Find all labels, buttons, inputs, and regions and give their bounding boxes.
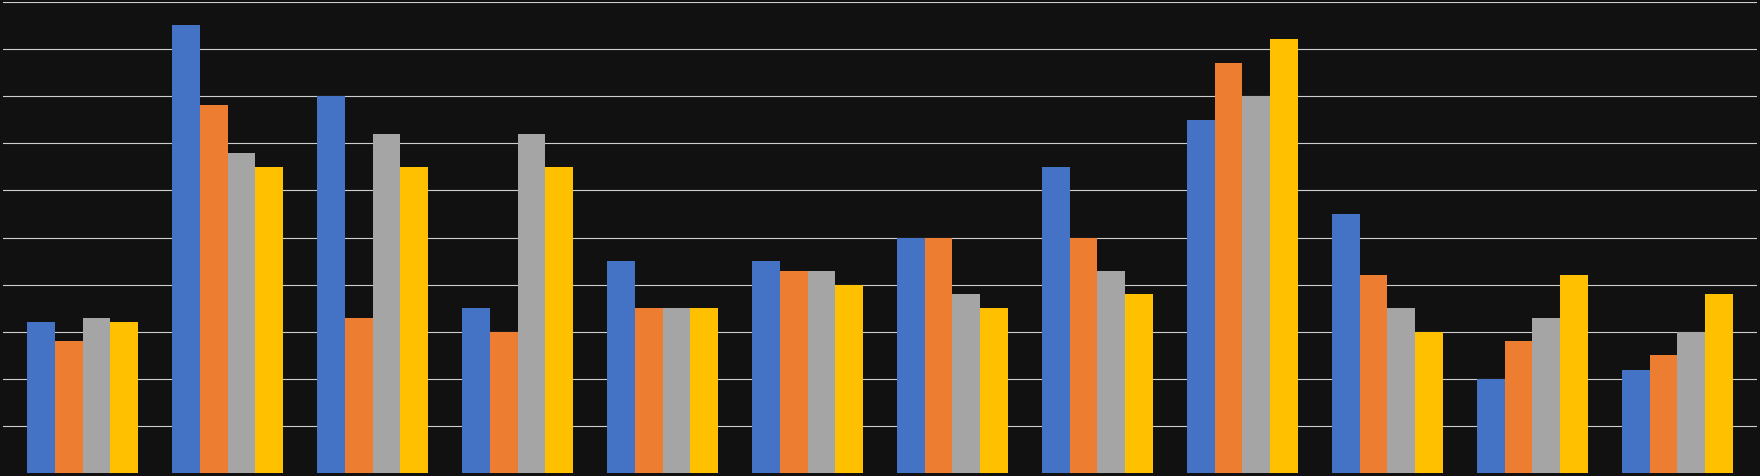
Bar bbox=[898, 238, 926, 473]
Bar bbox=[690, 308, 718, 473]
Bar bbox=[1332, 215, 1360, 473]
Bar bbox=[172, 26, 201, 473]
Bar bbox=[1559, 276, 1588, 473]
Bar bbox=[1214, 64, 1243, 473]
Bar bbox=[1649, 356, 1677, 473]
Bar bbox=[662, 308, 690, 473]
Bar bbox=[1360, 276, 1387, 473]
Bar bbox=[111, 323, 137, 473]
Bar bbox=[607, 261, 635, 473]
Bar bbox=[517, 135, 546, 473]
Bar bbox=[227, 153, 255, 473]
Bar bbox=[201, 106, 227, 473]
Bar bbox=[1505, 341, 1533, 473]
Bar bbox=[952, 295, 980, 473]
Bar bbox=[780, 271, 808, 473]
Bar bbox=[489, 332, 517, 473]
Bar bbox=[83, 318, 111, 473]
Bar bbox=[317, 97, 345, 473]
Bar bbox=[345, 318, 373, 473]
Bar bbox=[1533, 318, 1559, 473]
Bar bbox=[546, 168, 572, 473]
Bar bbox=[1705, 295, 1732, 473]
Bar bbox=[1271, 40, 1297, 473]
Bar bbox=[1188, 120, 1214, 473]
Bar bbox=[255, 168, 283, 473]
Bar bbox=[1387, 308, 1415, 473]
Bar bbox=[1243, 97, 1271, 473]
Bar bbox=[1623, 370, 1649, 473]
Bar bbox=[834, 285, 862, 473]
Bar bbox=[1677, 332, 1705, 473]
Bar bbox=[980, 308, 1007, 473]
Bar bbox=[1415, 332, 1443, 473]
Bar bbox=[1042, 168, 1070, 473]
Bar bbox=[753, 261, 780, 473]
Bar bbox=[1125, 295, 1153, 473]
Bar bbox=[1477, 379, 1505, 473]
Bar bbox=[373, 135, 400, 473]
Bar bbox=[635, 308, 662, 473]
Bar bbox=[28, 323, 55, 473]
Bar bbox=[463, 308, 489, 473]
Bar bbox=[55, 341, 83, 473]
Bar bbox=[1070, 238, 1098, 473]
Bar bbox=[808, 271, 834, 473]
Bar bbox=[926, 238, 952, 473]
Bar bbox=[400, 168, 428, 473]
Bar bbox=[1098, 271, 1125, 473]
